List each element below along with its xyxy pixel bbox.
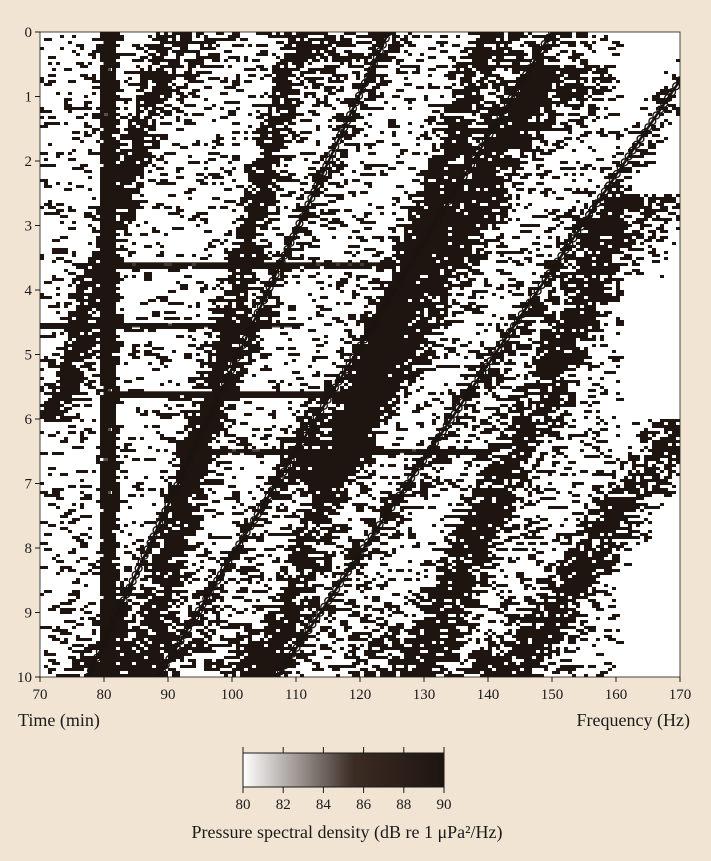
x-axis-title: Frequency (Hz) bbox=[577, 710, 690, 731]
x-tick-label: 110 bbox=[285, 687, 307, 703]
y-tick-label: 9 bbox=[25, 606, 33, 622]
x-tick-label: 150 bbox=[541, 687, 564, 703]
y-tick-label: 7 bbox=[25, 477, 33, 493]
x-tick-label: 140 bbox=[477, 687, 500, 703]
colorbar-tick-label: 84 bbox=[316, 797, 332, 813]
colorbar-tick-label: 86 bbox=[356, 797, 372, 813]
x-tick-label: 160 bbox=[605, 687, 628, 703]
y-tick-label: 2 bbox=[25, 154, 33, 170]
y-tick-label: 3 bbox=[25, 219, 33, 235]
x-tick-label: 80 bbox=[97, 687, 112, 703]
y-axis-title: Time (min) bbox=[18, 710, 100, 731]
y-tick-label: 6 bbox=[25, 412, 33, 428]
y-tick-label: 5 bbox=[25, 348, 33, 364]
colorbar-tick-label: 82 bbox=[276, 797, 291, 813]
horizontal-band-2 bbox=[104, 391, 392, 395]
y-tick-label: 8 bbox=[25, 541, 33, 557]
horizontal-band-3 bbox=[206, 449, 488, 453]
horizontal-band-0 bbox=[104, 262, 392, 266]
x-tick-label: 170 bbox=[669, 687, 692, 703]
y-tick-label: 1 bbox=[25, 90, 33, 106]
colorbar-tick-label: 80 bbox=[236, 797, 251, 813]
x-tick-label: 70 bbox=[33, 687, 48, 703]
colorbar: 80 82 84 86 88 90 Pressure spectral density (… bbox=[192, 747, 503, 843]
colorbar-tick-label: 90 bbox=[437, 797, 452, 813]
x-tick-label: 120 bbox=[349, 687, 372, 703]
x-tick-label: 130 bbox=[413, 687, 436, 703]
colorbar-gradient bbox=[243, 753, 444, 787]
x-tick-label: 90 bbox=[161, 687, 176, 703]
x-tick-label: 100 bbox=[221, 687, 244, 703]
y-tick-label: 4 bbox=[25, 283, 33, 299]
vertical-band-0 bbox=[103, 32, 111, 677]
colorbar-title: Pressure spectral density (dB re 1 μPa²/… bbox=[192, 822, 503, 843]
horizontal-band-1 bbox=[40, 323, 296, 327]
y-tick-label: 10 bbox=[17, 670, 32, 686]
colorbar-tick-label: 88 bbox=[396, 797, 411, 813]
y-tick-label: 0 bbox=[25, 25, 33, 41]
